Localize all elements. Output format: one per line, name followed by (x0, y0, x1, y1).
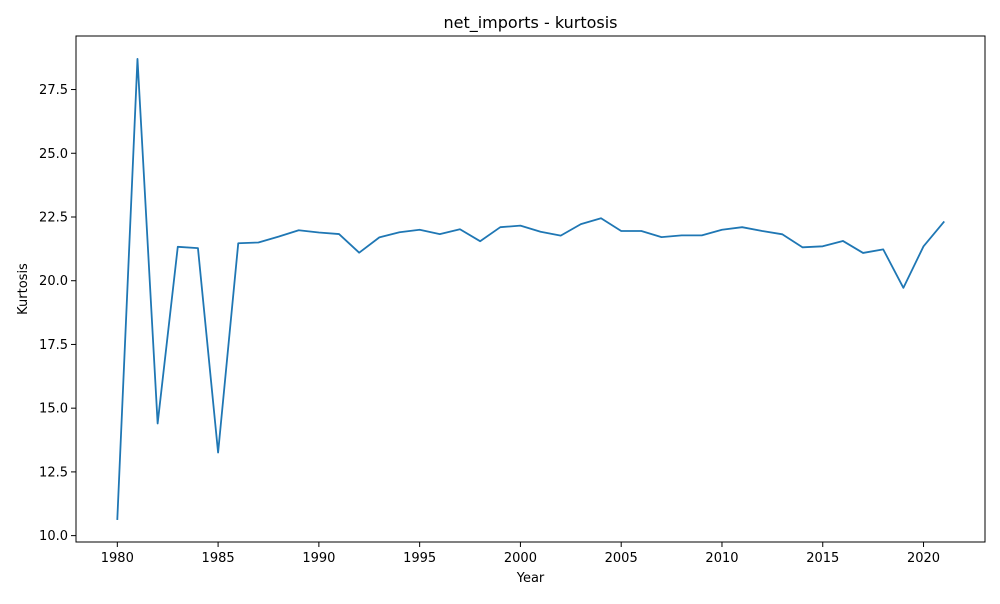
data-point (318, 232, 320, 234)
data-point (378, 236, 380, 238)
data-point (580, 223, 582, 225)
data-point (943, 221, 945, 223)
data-point (560, 235, 562, 237)
y-tick-label: 17.5 (39, 338, 68, 353)
data-point (822, 245, 824, 247)
plot-frame (75, 35, 986, 543)
data-point (338, 233, 340, 235)
data-point (640, 230, 642, 232)
data-point (137, 58, 139, 60)
y-tick-label: 20.0 (39, 274, 68, 289)
data-point (923, 245, 925, 247)
data-point (721, 229, 723, 231)
data-point (217, 452, 219, 454)
x-axis-ticks: 1980 1985 1990 1995 2000 2005 2010 2015 2020 (101, 542, 940, 566)
data-point (358, 252, 360, 254)
data-point (499, 226, 501, 228)
y-tick-label: 12.5 (39, 465, 68, 480)
data-point (399, 231, 401, 233)
x-tick-label: 1980 (101, 551, 134, 566)
series-layer (116, 58, 945, 520)
data-point (540, 231, 542, 233)
x-tick-label: 2015 (806, 551, 839, 566)
y-tick-label: 25.0 (39, 147, 68, 162)
x-tick-label: 2005 (605, 551, 638, 566)
x-tick-label: 2000 (504, 551, 537, 566)
data-point (600, 217, 602, 219)
data-point (439, 233, 441, 235)
data-point (620, 230, 622, 232)
data-point (681, 234, 683, 236)
data-point (862, 252, 864, 254)
data-point (520, 225, 522, 227)
data-point (116, 518, 118, 520)
x-axis-label: Year (516, 571, 545, 586)
data-point (782, 233, 784, 235)
data-point (278, 236, 280, 238)
chart-title: net_imports - kurtosis (443, 13, 617, 33)
y-tick-label: 22.5 (39, 210, 68, 225)
y-axis-ticks: 10.0 12.5 15.0 17.5 20.0 22.5 25.0 27.5 (39, 83, 76, 544)
y-tick-label: 10.0 (39, 529, 68, 544)
data-point (802, 246, 804, 248)
x-tick-label: 2010 (705, 551, 738, 566)
x-tick-label: 1990 (302, 551, 335, 566)
data-point (157, 423, 159, 425)
data-point (701, 234, 703, 236)
data-point (459, 228, 461, 230)
data-point (902, 287, 904, 289)
data-point (761, 230, 763, 232)
data-point (882, 248, 884, 250)
data-point (661, 236, 663, 238)
data-point (258, 242, 260, 244)
data-point (419, 229, 421, 231)
x-tick-label: 1985 (202, 551, 235, 566)
y-axis-label: Kurtosis (16, 263, 31, 315)
y-tick-label: 27.5 (39, 83, 68, 98)
data-point (479, 240, 481, 242)
x-tick-label: 2020 (907, 551, 940, 566)
y-tick-label: 15.0 (39, 402, 68, 417)
data-point (177, 246, 179, 248)
data-point (741, 226, 743, 228)
data-point (842, 240, 844, 242)
plot-area (76, 36, 985, 542)
x-tick-label: 1995 (403, 551, 436, 566)
series-line (116, 58, 945, 520)
data-point (298, 229, 300, 231)
data-point (237, 242, 239, 244)
data-point (197, 247, 199, 249)
